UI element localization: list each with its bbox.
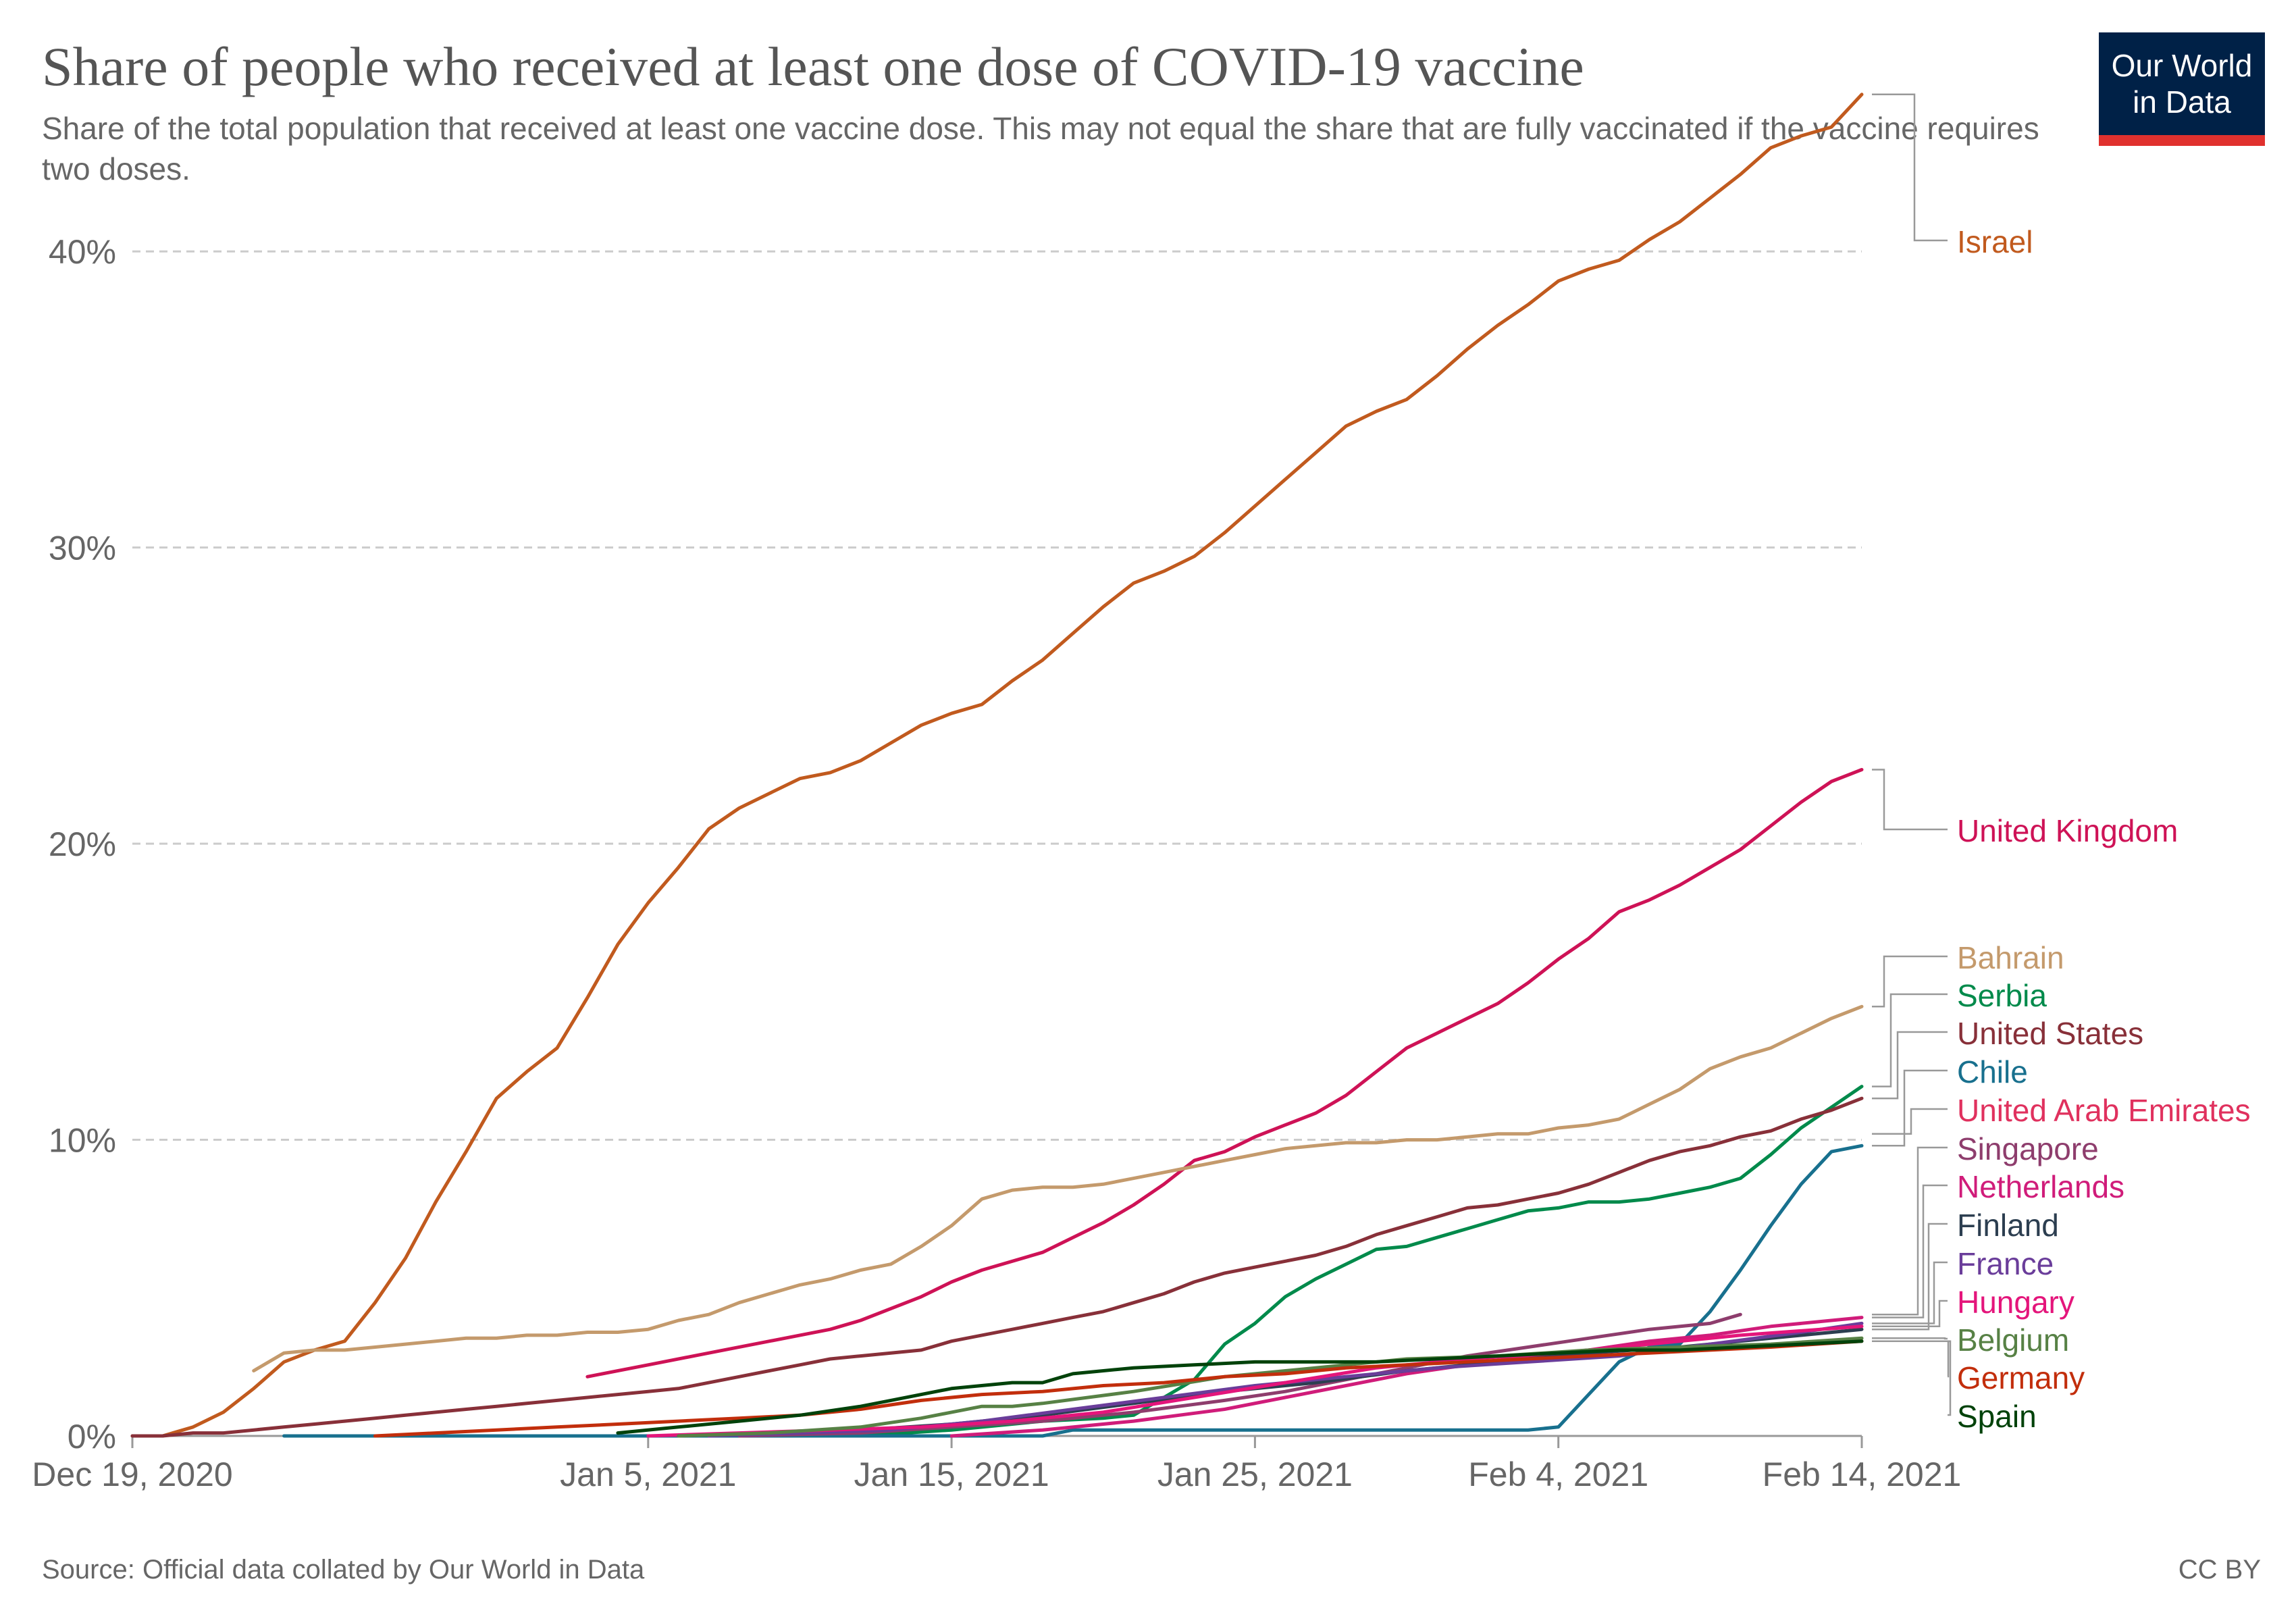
label-connector-finland xyxy=(1872,1223,1948,1331)
series-label-israel: Israel xyxy=(1957,224,2033,259)
y-tick-label: 30% xyxy=(49,530,116,567)
owid-logo[interactable]: Our World in Data xyxy=(2099,32,2265,146)
series-line-hungary xyxy=(646,1324,1864,1438)
series-line-israel xyxy=(130,93,1864,1438)
series-label-bahrain: Bahrain xyxy=(1957,940,2064,975)
series-label-singapore: Singapore xyxy=(1957,1131,2099,1166)
y-tick-label: 0% xyxy=(68,1418,116,1456)
label-connector-belgium xyxy=(1872,1337,1948,1340)
series-label-serbia: Serbia xyxy=(1957,978,2047,1013)
label-connector-united-states xyxy=(1872,1031,1948,1100)
series-line-serbia xyxy=(616,1085,1864,1438)
logo-line-2: in Data xyxy=(2133,84,2231,120)
x-tick-label: Feb 14, 2021 xyxy=(1763,1456,1962,1493)
x-tick-label: Jan 5, 2021 xyxy=(560,1456,736,1493)
series-label-spain: Spain xyxy=(1957,1399,2037,1434)
series-line-germany xyxy=(373,1339,1864,1438)
series-label-germany: Germany xyxy=(1957,1360,2085,1395)
series-label-united-states: United States xyxy=(1957,1016,2143,1051)
label-connector-united-kingdom xyxy=(1872,769,1948,831)
series-line-spain xyxy=(616,1339,1864,1435)
label-connector-netherlands xyxy=(1872,1184,1948,1318)
series-label-finland: Finland xyxy=(1957,1208,2059,1243)
x-tick-label: Jan 25, 2021 xyxy=(1157,1456,1353,1493)
label-connector-spain xyxy=(1872,1340,1952,1416)
x-tick-label: Jan 15, 2021 xyxy=(854,1456,1049,1493)
y-tick-label: 20% xyxy=(49,825,116,863)
series-label-hungary: Hungary xyxy=(1957,1285,2075,1320)
y-tick-label: 10% xyxy=(49,1122,116,1160)
logo-line-1: Our World xyxy=(2111,48,2253,83)
series-label-france: France xyxy=(1957,1246,2054,1281)
label-connector-singapore xyxy=(1872,1146,1948,1316)
label-connector-chile xyxy=(1872,1069,1948,1147)
series-line-united-kingdom xyxy=(585,768,1864,1379)
y-tick-label: 40% xyxy=(49,233,116,271)
chart-subtitle: Share of the total population that recei… xyxy=(42,111,2039,186)
series-line-united-states xyxy=(130,1096,1864,1438)
x-tick-label: Dec 19, 2020 xyxy=(32,1456,232,1493)
label-connector-hungary xyxy=(1872,1300,1948,1328)
source-note: Source: Official data collated by Our Wo… xyxy=(42,1555,645,1585)
label-connector-germany xyxy=(1872,1340,1950,1378)
license-label[interactable]: CC BY xyxy=(2178,1555,2261,1585)
x-tick-label: Feb 4, 2021 xyxy=(1468,1456,1648,1493)
series-line-bahrain xyxy=(252,1004,1864,1372)
series-label-chile: Chile xyxy=(1957,1054,2028,1089)
series-label-united-arab-emirates: United Arab Emirates xyxy=(1957,1093,2251,1128)
series-label-netherlands: Netherlands xyxy=(1957,1169,2124,1204)
label-connector-serbia xyxy=(1872,993,1948,1087)
series-label-united-kingdom: United Kingdom xyxy=(1957,813,2178,848)
label-connector-united-arab-emirates xyxy=(1872,1108,1948,1135)
series-label-belgium: Belgium xyxy=(1957,1322,2069,1358)
label-connector-israel xyxy=(1872,93,1948,242)
label-connector-bahrain xyxy=(1872,955,1948,1008)
label-connector-france xyxy=(1872,1261,1948,1324)
series-line-chile xyxy=(282,1143,1864,1438)
chart-title: Share of people who received at least on… xyxy=(42,36,1584,97)
